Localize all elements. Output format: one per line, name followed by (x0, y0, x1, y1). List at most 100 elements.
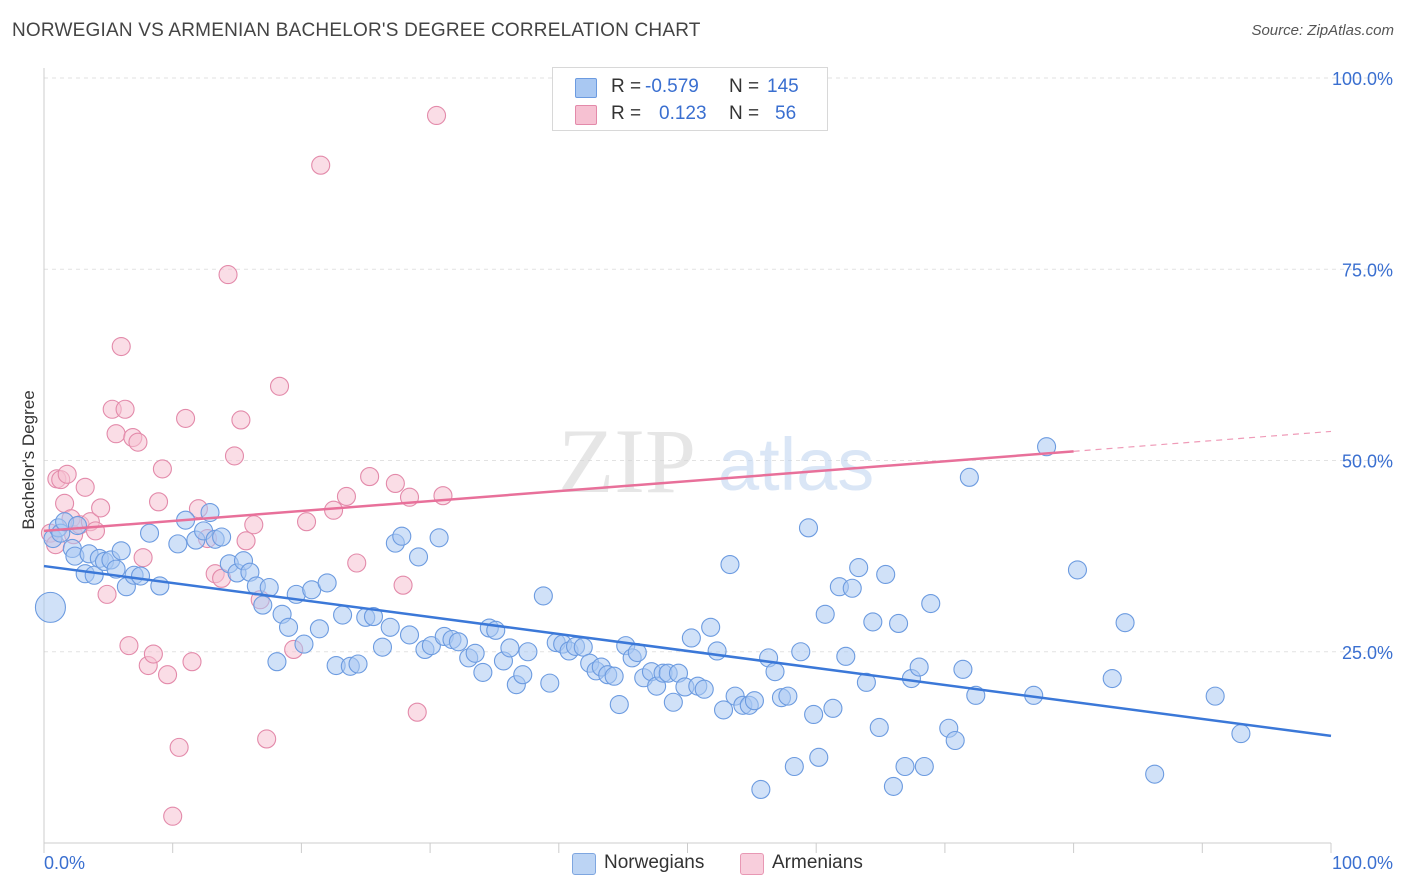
norwegians-point (309, 619, 329, 639)
bottom-legend-swatch-armenians (740, 853, 764, 875)
norwegians-point (707, 641, 727, 661)
norwegians-point (784, 756, 804, 777)
norwegians-point (363, 607, 384, 627)
norwegians-point (921, 594, 941, 614)
norwegians-point (294, 634, 314, 654)
armenians-point (231, 410, 251, 430)
x-tick-label-max: 100.0% (1332, 853, 1393, 873)
norwegians-point (34, 591, 66, 623)
armenians-point (119, 636, 139, 656)
axes (43, 68, 1332, 853)
armenians-point (163, 806, 183, 826)
legend-n-label: N = (729, 76, 760, 97)
chart-title: NORWEGIAN VS ARMENIAN BACHELOR'S DEGREE … (12, 20, 701, 41)
y-tick-label: 75.0% (1342, 260, 1393, 280)
norwegians-trend-line (43, 564, 1332, 738)
norwegians-point (518, 642, 538, 662)
legend-swatch-norwegians (575, 78, 597, 98)
norwegians-point (533, 586, 553, 606)
norwegians-point (869, 717, 889, 738)
norwegians-point (408, 547, 429, 567)
norwegians-point (663, 692, 683, 712)
armenians-point (347, 553, 367, 573)
norwegians-point (421, 636, 441, 656)
norwegians-point (317, 573, 337, 593)
norwegians-point (895, 756, 915, 777)
bottom-legend-swatch-norwegians (572, 853, 596, 875)
armenians-point (393, 575, 413, 595)
norwegians-point (889, 613, 909, 633)
armenians-trend-line (43, 450, 1074, 533)
legend-swatch-armenians (575, 105, 597, 125)
norwegians-point (809, 747, 829, 767)
stats-legend: R = -0.579 N = 145 R = 0.123 N = 56 (552, 67, 828, 131)
armenians-point (296, 512, 317, 532)
armenians-point (433, 486, 453, 506)
norwegians-point (67, 515, 88, 536)
armenians-point (115, 399, 135, 419)
bottom-legend-label-norwegians: Norwegians (604, 852, 705, 873)
armenians-point (106, 424, 126, 444)
armenians-point (85, 521, 106, 541)
norwegians-point (1115, 613, 1135, 633)
x-tick-label-min: 0.0% (44, 853, 85, 873)
norwegians-point (513, 665, 533, 685)
norwegians-point (448, 632, 468, 652)
armenians-point (148, 492, 169, 512)
armenians-point (75, 477, 95, 497)
norwegians-point (815, 604, 835, 624)
armenians-point (128, 432, 148, 452)
norwegians-point (1231, 724, 1251, 744)
norwegians-point (823, 698, 843, 718)
legend-r-value-norwegians: -0.579 (645, 76, 699, 97)
watermark-atlas: atlas (718, 423, 874, 506)
norwegians-point (500, 638, 520, 658)
armenians-point (158, 665, 178, 685)
norwegians-point (168, 534, 188, 554)
norwegians-point (791, 642, 811, 662)
norwegians-point (372, 637, 393, 657)
norwegians-point (253, 595, 273, 615)
source-credit: Source: ZipAtlas.com (1251, 22, 1394, 39)
armenians-point (182, 652, 202, 672)
armenians-point (385, 473, 405, 494)
norwegians-point (130, 566, 151, 586)
armenians-point (224, 446, 245, 466)
armenians-point (57, 464, 77, 484)
armenians-point (218, 265, 238, 285)
norwegians-point (681, 628, 701, 648)
norwegians-point (883, 776, 903, 796)
norwegians-point (278, 617, 299, 637)
armenians-point (407, 702, 427, 722)
norwegians-point (701, 617, 721, 637)
norwegians-point (778, 686, 798, 706)
y-tick-label: 50.0% (1342, 452, 1393, 472)
norwegians-point (751, 779, 771, 800)
norwegians-point (694, 679, 714, 699)
norwegians-point (139, 523, 160, 543)
y-axis-label: Bachelor's Degree (19, 390, 38, 529)
norwegians-point (842, 578, 862, 598)
norwegians-point (720, 554, 740, 575)
norwegians-point (267, 652, 287, 672)
norwegians-point (604, 666, 624, 686)
norwegians-point (212, 527, 232, 547)
norwegians-point (399, 625, 420, 645)
armenians-point (236, 531, 256, 551)
norwegians-point (609, 694, 629, 715)
armenians-point (97, 584, 117, 604)
norwegians-point (392, 526, 412, 546)
norwegians-point (1145, 764, 1165, 784)
armenians-point (91, 498, 111, 518)
norwegians-point (765, 662, 785, 682)
norwegians-point (573, 637, 593, 657)
norwegians-point (111, 541, 131, 561)
norwegians-point (380, 617, 400, 637)
norwegians-point (863, 612, 883, 632)
norwegians-point (540, 673, 560, 693)
armenians-point (176, 408, 196, 428)
legend-n-value-armenians: 56 (775, 103, 797, 124)
armenians-point (111, 336, 131, 357)
norwegians-point (914, 756, 934, 777)
